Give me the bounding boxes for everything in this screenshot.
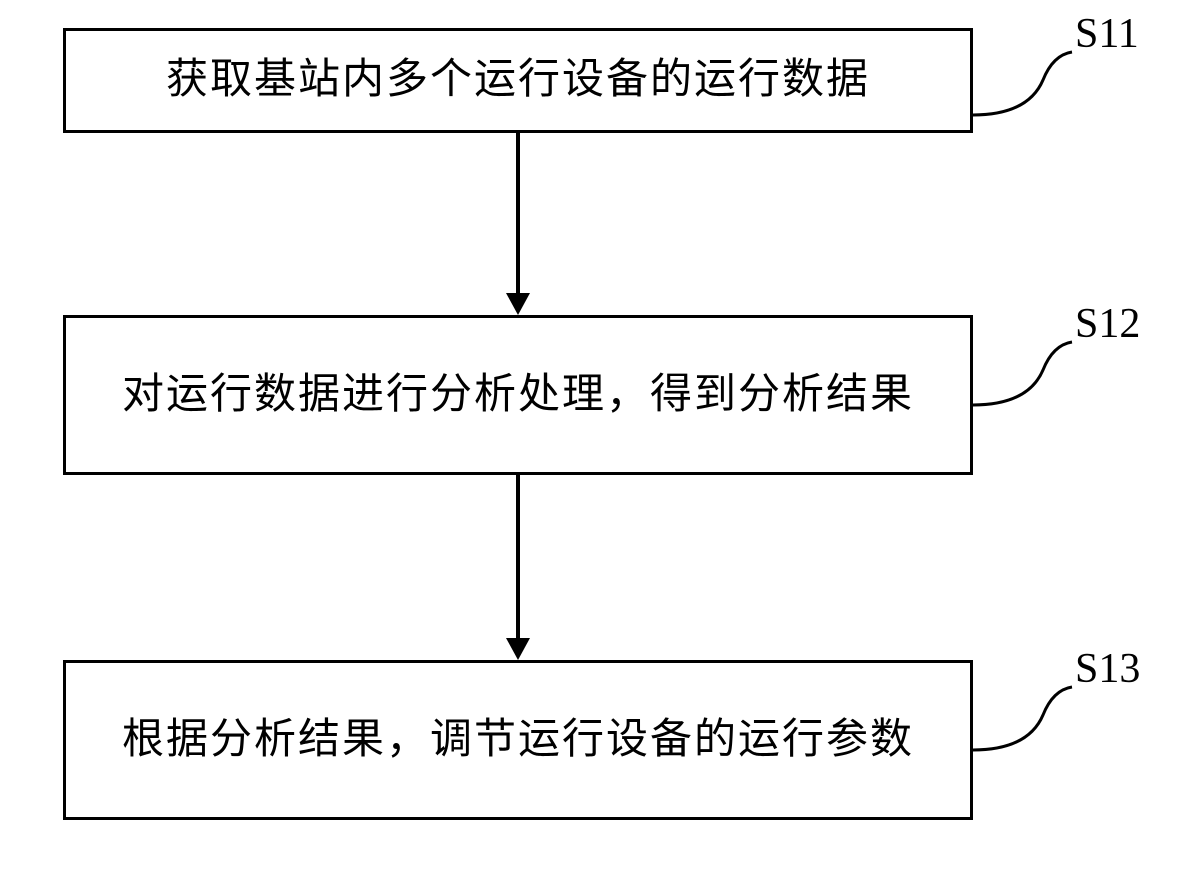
step-label-s12: S12 (1075, 300, 1140, 348)
arrow-s11-s12 (516, 133, 520, 295)
flowchart-container: 获取基站内多个运行设备的运行数据 S11 对运行数据进行分析处理，得到分析结果 … (0, 0, 1185, 871)
arrow-head-s11-s12 (506, 293, 530, 315)
node-text: 获取基站内多个运行设备的运行数据 (166, 51, 870, 110)
curve-connector-s11 (973, 35, 1078, 130)
arrow-head-s12-s13 (506, 638, 530, 660)
step-label-s13: S13 (1075, 645, 1140, 693)
flowchart-node-s12: 对运行数据进行分析处理，得到分析结果 (63, 315, 973, 475)
curve-connector-s12 (973, 325, 1078, 420)
curve-connector-s13 (973, 670, 1078, 765)
arrow-s12-s13 (516, 475, 520, 640)
flowchart-node-s13: 根据分析结果，调节运行设备的运行参数 (63, 660, 973, 820)
step-label-s11: S11 (1075, 10, 1139, 58)
node-text: 根据分析结果，调节运行设备的运行参数 (122, 711, 914, 770)
flowchart-node-s11: 获取基站内多个运行设备的运行数据 (63, 28, 973, 133)
node-text: 对运行数据进行分析处理，得到分析结果 (122, 366, 914, 425)
